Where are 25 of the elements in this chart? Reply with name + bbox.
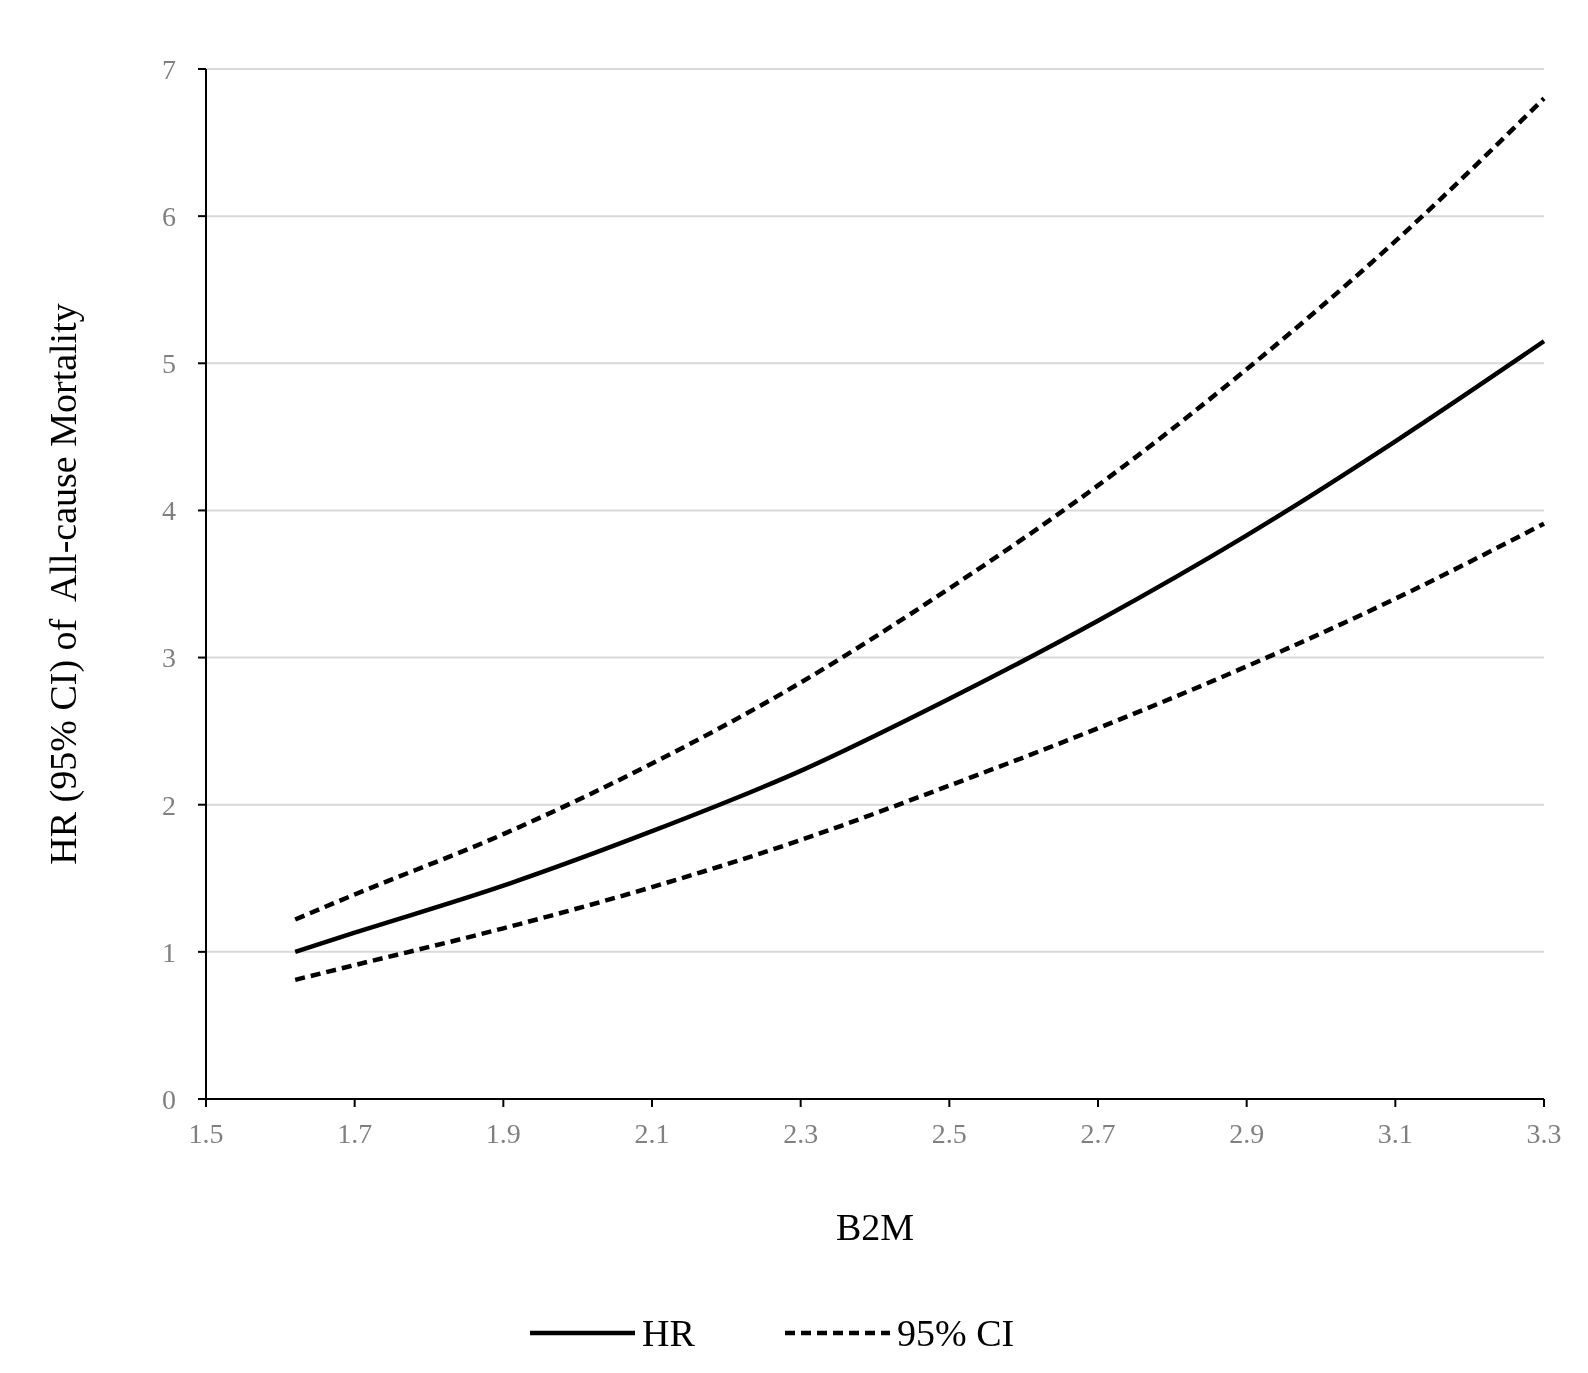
legend-label: 95% CI — [897, 1312, 1015, 1355]
x-tick-label: 2.3 — [783, 1118, 819, 1149]
y-tick-label: 4 — [162, 495, 176, 527]
y-tick-label: 7 — [162, 53, 176, 85]
x-tick-label: 3.3 — [1526, 1118, 1562, 1149]
line-series — [292, 338, 1547, 955]
y-tick-label: 6 — [162, 200, 176, 232]
x-tick-label: 1.9 — [485, 1118, 521, 1149]
y-tick-label: 3 — [162, 642, 176, 674]
x-tick-label: 2.7 — [1080, 1118, 1116, 1149]
x-tick-label: 2.1 — [634, 1118, 670, 1149]
x-axis-title: B2M — [835, 1206, 915, 1248]
x-tick-label: 2.5 — [931, 1118, 967, 1149]
y-tick-label: 2 — [162, 789, 176, 821]
x-tick-label: 3.1 — [1377, 1118, 1413, 1149]
x-tick-label: 1.7 — [337, 1118, 373, 1149]
line-series — [292, 96, 1547, 922]
y-tick-label: 0 — [162, 1083, 176, 1115]
y-axis-title: HR (95% CI) of All-cause Mortality — [42, 303, 85, 865]
line-series — [292, 521, 1547, 983]
x-tick-label: 2.9 — [1229, 1118, 1265, 1149]
legend-label: HR — [642, 1312, 696, 1355]
y-tick-label: 5 — [162, 348, 176, 380]
y-tick-label: 1 — [162, 936, 176, 968]
x-tick-label: 1.5 — [188, 1118, 224, 1149]
